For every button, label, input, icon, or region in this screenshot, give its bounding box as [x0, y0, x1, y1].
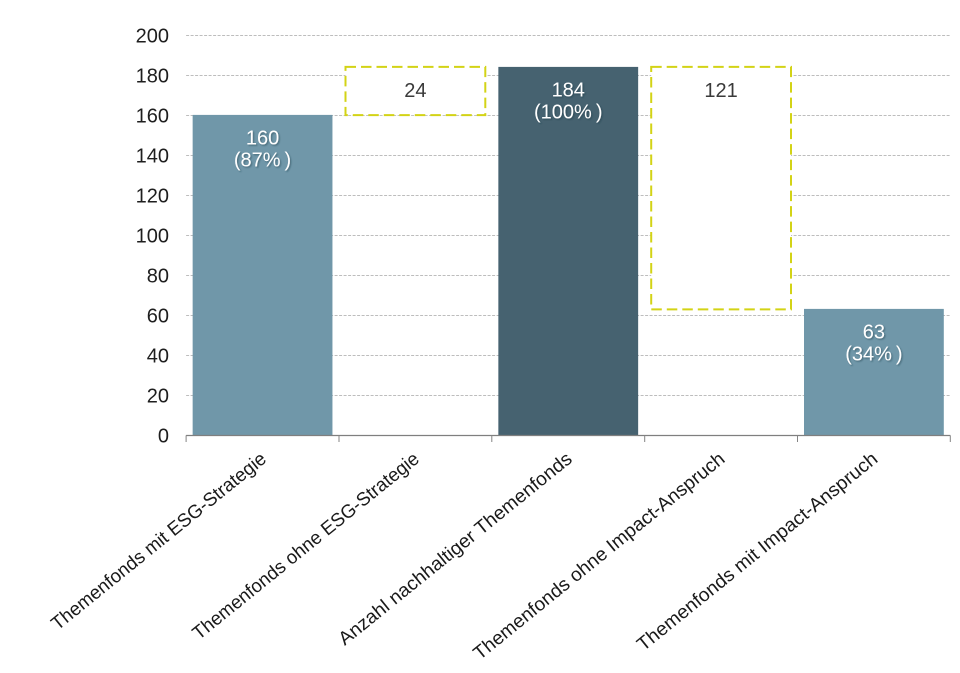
svg-text:200: 200 [136, 26, 169, 48]
svg-text:140: 140 [136, 146, 169, 168]
svg-text:160: 160 [136, 106, 169, 128]
svg-text:63: 63 [863, 321, 885, 343]
svg-text:24: 24 [404, 80, 426, 102]
svg-text:120: 120 [136, 186, 169, 208]
svg-text:(34% ): (34% ) [845, 343, 902, 365]
svg-text:100: 100 [136, 226, 169, 248]
svg-text:184: 184 [552, 79, 585, 101]
svg-text:80: 80 [147, 266, 169, 288]
svg-text:0: 0 [158, 426, 169, 448]
svg-text:(100% ): (100% ) [534, 101, 602, 123]
svg-text:20: 20 [147, 386, 169, 408]
svg-text:121: 121 [704, 80, 737, 102]
svg-text:40: 40 [147, 346, 169, 368]
svg-text:180: 180 [136, 66, 169, 88]
svg-text:160: 160 [246, 127, 279, 149]
svg-text:60: 60 [147, 306, 169, 328]
svg-text:(87% ): (87% ) [234, 149, 291, 171]
